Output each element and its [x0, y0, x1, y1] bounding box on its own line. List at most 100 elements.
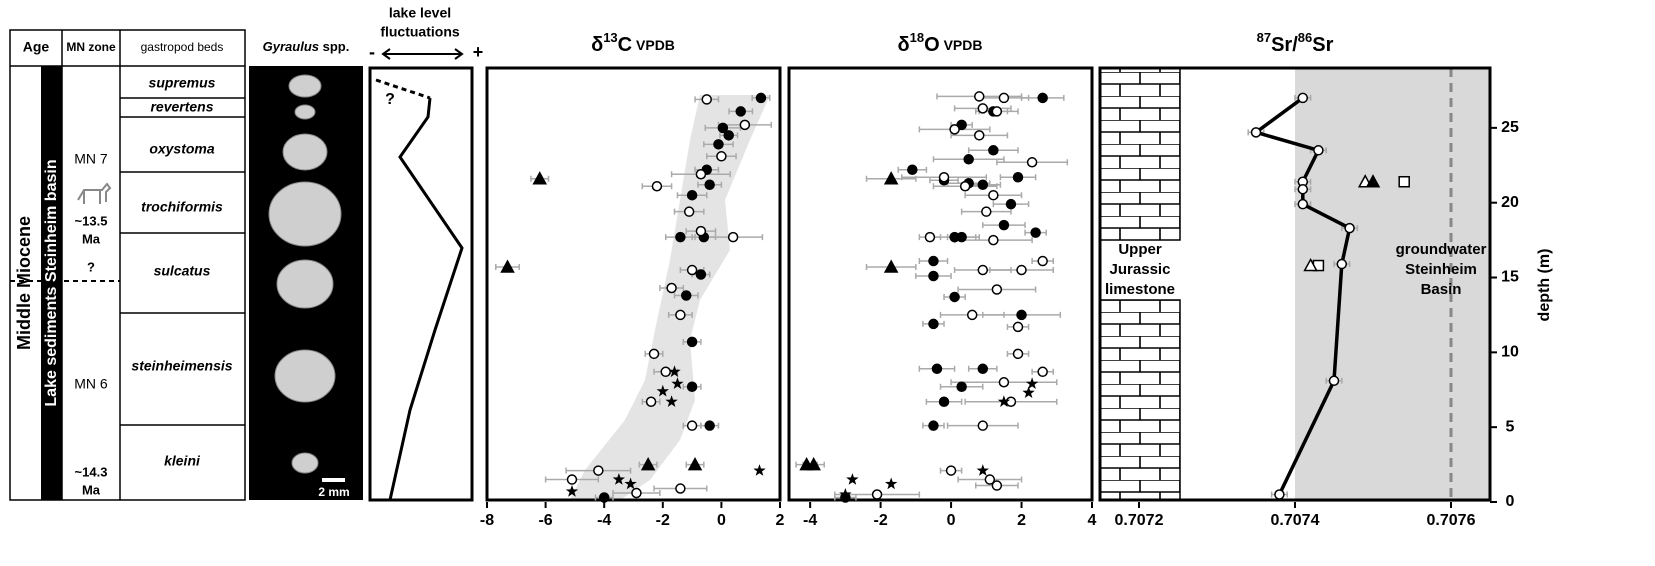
point [988, 234, 999, 246]
title-part: δ [591, 34, 603, 56]
y-tick-label: 0 [1506, 493, 1515, 510]
lake-curve [388, 97, 464, 501]
y-tick-label: 10 [1501, 344, 1519, 361]
point [928, 318, 939, 330]
lake-frame [368, 66, 474, 502]
x-tick-label: 2 [1017, 512, 1026, 529]
point [974, 130, 985, 141]
point [981, 206, 992, 217]
point [701, 94, 712, 105]
point [966, 309, 978, 321]
point [645, 396, 657, 407]
mn-label: MN 7 [74, 151, 108, 167]
panel-frame [485, 66, 782, 502]
point [532, 171, 548, 185]
point [945, 465, 957, 476]
x-tick-label: -4 [803, 512, 817, 529]
point [928, 255, 939, 267]
point [1025, 377, 1039, 389]
point [500, 259, 515, 273]
point [631, 487, 642, 499]
point [739, 119, 751, 131]
point [1336, 258, 1348, 270]
limestone [1099, 67, 1181, 241]
title-part: 87 [1257, 30, 1271, 45]
query: ? [385, 91, 395, 108]
point [949, 124, 960, 135]
unit: Lake sediments Steinheim basin [43, 159, 60, 406]
point [938, 396, 950, 407]
reference-label: Basin [1421, 281, 1462, 298]
point [928, 270, 939, 282]
bed: oxystoma [149, 141, 215, 157]
point [671, 377, 684, 389]
reference-label: groundwater [1396, 241, 1487, 258]
point [991, 284, 1003, 295]
point [1012, 348, 1024, 360]
point [680, 290, 692, 301]
point [997, 395, 1011, 407]
point [1037, 366, 1048, 378]
point [885, 477, 898, 490]
point [683, 206, 695, 217]
limestone-label: Upper [1118, 241, 1162, 258]
point [640, 457, 656, 471]
x-tick-label: 2 [776, 512, 785, 529]
point [998, 92, 1010, 104]
point [651, 180, 663, 192]
bed: supremus [149, 75, 216, 91]
title-part: 13 [603, 30, 617, 45]
strat-column: Age MN zone gastropod beds Middle Miocen… [9, 29, 246, 501]
point [755, 92, 767, 104]
limestone-label: Jurassic [1110, 261, 1171, 278]
x-tick-label: 0.7076 [1427, 512, 1476, 529]
point [598, 492, 610, 503]
point [1016, 264, 1027, 276]
point [1037, 255, 1048, 267]
point [1005, 198, 1017, 210]
point [998, 219, 1010, 231]
point [1250, 127, 1262, 138]
point [1026, 157, 1038, 168]
limestone [1099, 299, 1181, 501]
bed: steinheimensis [131, 358, 232, 374]
point [976, 464, 989, 476]
point [977, 420, 989, 431]
point [1344, 222, 1355, 234]
point [668, 365, 681, 378]
point [1297, 198, 1309, 210]
panel-title: δ13C VPDB [591, 30, 675, 56]
point [704, 179, 715, 190]
y-tick-label: 5 [1506, 418, 1515, 435]
x-tick-label: 0 [717, 512, 726, 529]
point [963, 154, 974, 165]
point [956, 381, 967, 393]
point [1012, 321, 1024, 333]
point [907, 164, 918, 176]
title-part: Sr [1312, 34, 1333, 56]
point [949, 291, 960, 303]
point [686, 264, 698, 276]
point [988, 145, 999, 156]
point [704, 420, 715, 431]
point [883, 259, 899, 273]
point [566, 474, 578, 485]
title-part: VPDB [632, 37, 675, 53]
point [648, 348, 660, 360]
point [675, 231, 686, 243]
point [977, 264, 989, 276]
point [1328, 375, 1340, 387]
point [1012, 171, 1024, 183]
point [931, 363, 943, 375]
x-tick-label: -8 [480, 512, 494, 529]
y-tick-label: 15 [1501, 269, 1519, 286]
point [612, 473, 625, 485]
mn-label: MN 6 [74, 376, 108, 392]
title-part: O [924, 34, 940, 56]
point [1037, 92, 1048, 104]
point [695, 269, 707, 280]
point [717, 122, 729, 134]
point [991, 106, 1003, 117]
point [924, 231, 936, 243]
